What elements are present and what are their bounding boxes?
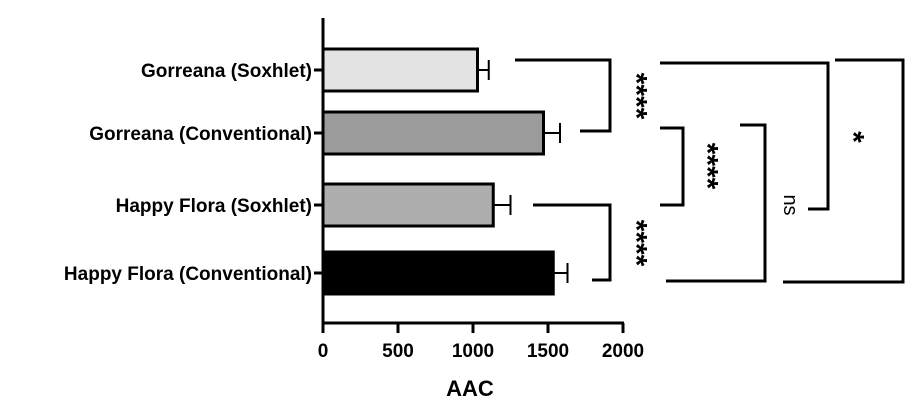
- category-label: Gorreana (Conventional): [89, 124, 312, 145]
- significance-bracket: [660, 126, 685, 207]
- x-ticks-group: 0 500 1000 1500 2000: [318, 341, 644, 362]
- error-bars-group: [477, 60, 569, 283]
- category-label: Happy Flora (Soxhlet): [116, 196, 312, 217]
- significance-bracket: [783, 58, 905, 284]
- x-tick-label: 0: [318, 341, 329, 362]
- error-bar: [477, 60, 490, 80]
- category-label: Gorreana (Soxhlet): [141, 61, 312, 82]
- significance-label: ****: [691, 143, 724, 190]
- category-label: Happy Flora (Conventional): [64, 264, 312, 285]
- error-bar: [543, 123, 561, 143]
- x-tick-label: 2000: [602, 341, 644, 362]
- category-labels-group: Gorreana (Soxhlet) Gorreana (Conventional…: [64, 61, 312, 285]
- bar: [321, 110, 545, 156]
- significance-bracket: [660, 61, 830, 211]
- error-bar: [553, 263, 569, 283]
- significance-brackets-group: ************ns*****: [515, 58, 918, 284]
- significance-label: ns: [779, 194, 801, 215]
- x-tick-label: 1500: [527, 341, 569, 362]
- x-tick-label: 1000: [452, 341, 494, 362]
- significance-bracket: [533, 203, 612, 282]
- x-axis-title: AAC: [446, 376, 494, 398]
- x-tick-label: 500: [382, 341, 414, 362]
- bar: [321, 250, 555, 296]
- axes-group: [314, 18, 625, 333]
- bars-group: [321, 47, 555, 296]
- significance-bracket: [515, 58, 612, 133]
- significance-bracket: [666, 123, 767, 283]
- bar: [321, 47, 479, 93]
- bar: [321, 182, 495, 228]
- significance-label: *: [837, 131, 870, 143]
- significance-label: ****: [620, 73, 653, 120]
- error-bar: [493, 195, 512, 215]
- significance-label: ****: [910, 173, 918, 220]
- significance-label: ****: [620, 220, 653, 267]
